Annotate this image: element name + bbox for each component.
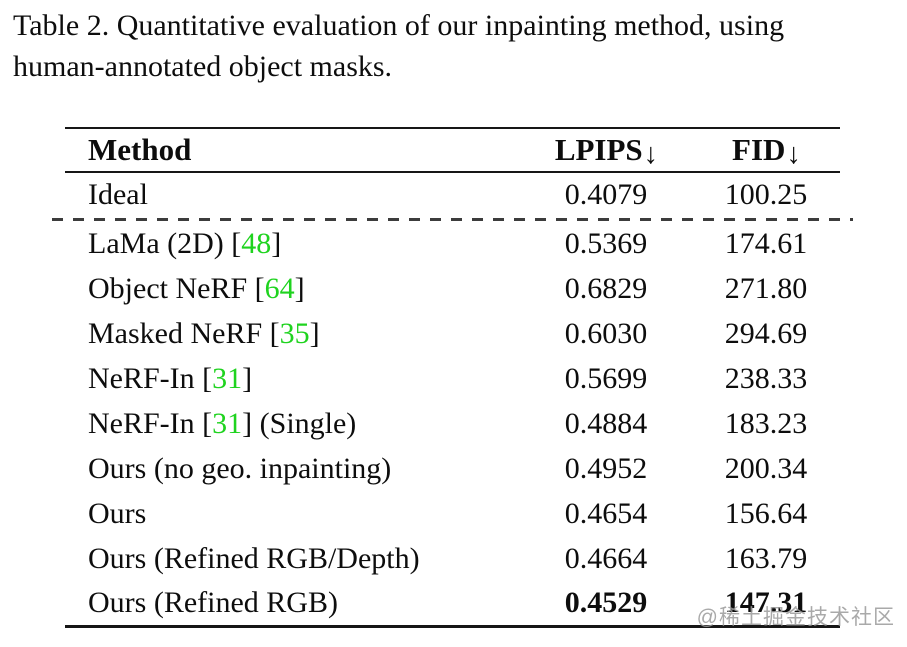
method-cell: NeRF-In [31] (Single) [65,401,520,446]
citation-number: 31 [212,361,243,395]
method-cell: NeRF-In [31] [65,356,520,401]
method-name: Ours (no geo. inpainting) [88,451,392,485]
method-name: Ours (Refined RGB/Depth) [88,541,420,575]
fid-cell: 294.69 [724,316,808,350]
table-row-ours-no-geo: Ours (no geo. inpainting) 0.4952 200.34 [65,446,840,491]
fid-cell: 147.31 [724,585,808,619]
method-name-suffix: ] [294,271,305,305]
table-row-ours-refined-rgb-depth: Ours (Refined RGB/Depth) 0.4664 163.79 [65,536,840,581]
watermark: @稀土掘金技术社区 [696,606,895,629]
method-name: Ideal [88,178,148,211]
fid-cell: 174.61 [724,226,808,260]
method-name-suffix: ] (Single) [242,406,357,440]
lpips-cell: 0.4529 [564,585,648,619]
table-row-ours: Ours 0.4654 156.64 [65,491,840,536]
lpips-cell: 0.6829 [564,271,648,305]
lpips-cell: 0.4079 [564,178,648,211]
col-header-lpips-label: LPIPS [554,132,643,167]
method-cell: Ours (Refined RGB) [65,581,520,626]
fid-cell: 100.25 [724,178,808,211]
col-header-lpips: LPIPS↓ [520,128,692,172]
method-name: Object NeRF [ [88,271,265,305]
method-cell: Masked NeRF [35] [65,311,520,356]
method-name-suffix: ] [242,361,253,395]
method-cell: Ideal [65,172,520,217]
fid-cell: 156.64 [724,496,808,530]
fid-cell: 163.79 [724,541,808,575]
down-arrow-icon: ↓ [643,138,659,170]
method-name-suffix: ] [271,226,282,260]
method-cell: Object NeRF [64] [65,266,520,311]
method-name: Ours [88,496,147,530]
citation-number: 35 [279,316,310,350]
table-row-lama: LaMa (2D) [48] 0.5369 174.61 [65,221,840,266]
lpips-cell: 0.6030 [564,316,648,350]
table-row-object-nerf: Object NeRF [64] 0.6829 271.80 [65,266,840,311]
method-cell: Ours (no geo. inpainting) [65,446,520,491]
caption-line-2: human-annotated object masks. [13,50,393,83]
fid-cell: 200.34 [724,451,808,485]
method-name-suffix: ] [309,316,320,350]
citation-number: 64 [264,271,295,305]
method-cell: Ours [65,491,520,536]
fid-cell: 183.23 [724,406,808,440]
method-name: NeRF-In [ [88,406,213,440]
lpips-cell: 0.4654 [564,496,648,530]
table-row-nerf-in: NeRF-In [31] 0.5699 238.33 [65,356,840,401]
fid-cell: 238.33 [724,361,808,395]
dashed-separator [52,217,853,221]
method-name: NeRF-In [ [88,361,213,395]
col-header-method: Method [88,132,192,167]
results-table: Method LPIPS↓ FID↓ Ideal 0.4079 100.25 L… [52,127,853,628]
fid-cell: 271.80 [724,271,808,305]
lpips-cell: 0.4884 [564,406,648,440]
citation-number: 48 [241,226,272,260]
col-header-fid: FID↓ [692,128,840,172]
table-row-nerf-in-single: NeRF-In [31] (Single) 0.4884 183.23 [65,401,840,446]
table-row-masked-nerf: Masked NeRF [35] 0.6030 294.69 [65,311,840,356]
method-name: Ours (Refined RGB) [88,585,338,619]
down-arrow-icon: ↓ [786,138,801,170]
table-row-ideal: Ideal 0.4079 100.25 [65,172,840,217]
lpips-cell: 0.5369 [564,226,648,260]
dashed-rule [52,217,853,221]
header-row: Method LPIPS↓ FID↓ [65,128,840,172]
method-name: Masked NeRF [ [88,316,280,350]
table-caption: Table 2. Quantitative evaluation of our … [13,5,901,87]
method-cell: LaMa (2D) [48] [65,221,520,266]
lpips-cell: 0.4952 [564,451,648,485]
table-row-ours-refined-rgb: Ours (Refined RGB) 0.4529 147.31 [65,581,840,626]
col-header-fid-label: FID [732,132,786,167]
method-cell: Ours (Refined RGB/Depth) [65,536,520,581]
caption-line-1: Table 2. Quantitative evaluation of our … [13,9,785,42]
lpips-cell: 0.5699 [564,361,648,395]
lpips-cell: 0.4664 [564,541,648,575]
method-name: LaMa (2D) [ [88,226,242,260]
citation-number: 31 [212,406,243,440]
